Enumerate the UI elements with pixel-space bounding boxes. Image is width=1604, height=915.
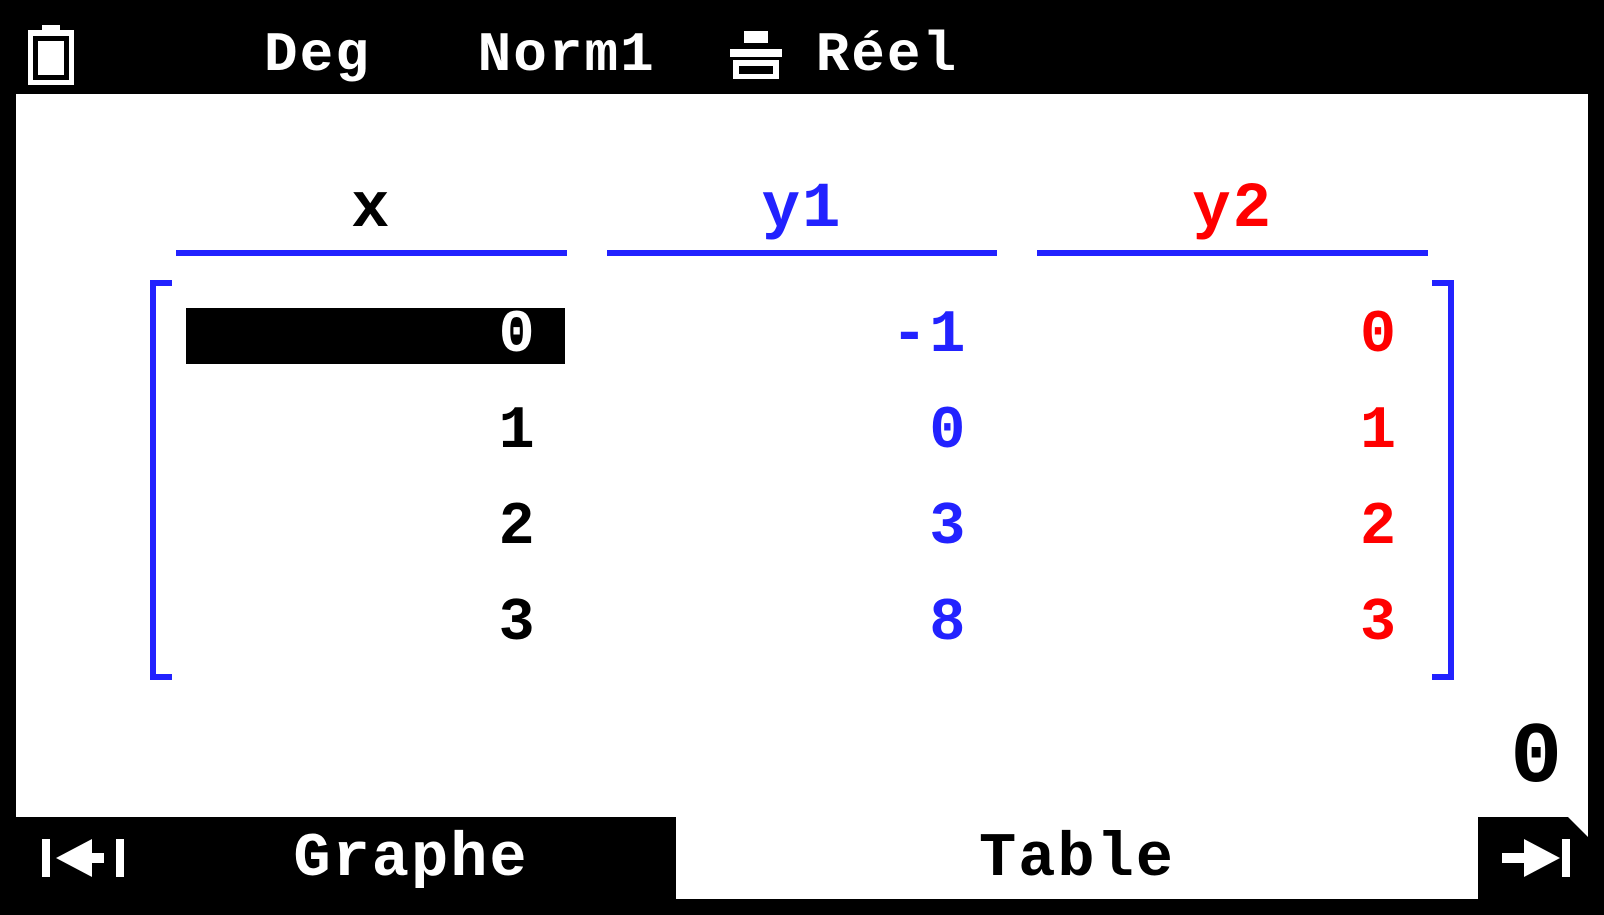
cell-y1-2[interactable]: 3 — [607, 494, 998, 562]
softkey-table-label: Table — [979, 823, 1175, 894]
bracket-left-icon — [150, 280, 172, 680]
battery-icon — [28, 25, 74, 85]
table-body: 0 -1 0 1 0 1 2 3 2 — [176, 280, 1428, 680]
status-bar: Deg Norm1 Réel — [16, 16, 1588, 94]
cell-y2-2[interactable]: 2 — [1037, 494, 1428, 562]
cell-y2-2-text: 2 — [1360, 494, 1398, 562]
cell-x-0-text: 0 — [499, 302, 537, 370]
cell-x-2[interactable]: 2 — [176, 494, 567, 562]
cell-y2-0[interactable]: 0 — [1037, 302, 1428, 370]
status-number-mode: Réel — [816, 23, 958, 87]
current-cell-value: 0 — [1510, 709, 1564, 807]
corner-cut-icon — [1568, 817, 1588, 837]
cell-y1-1-text: 0 — [929, 398, 967, 466]
cell-x-1-text: 1 — [499, 398, 537, 466]
cell-y1-2-text: 3 — [929, 494, 967, 562]
table-row: 0 -1 0 — [176, 288, 1428, 384]
table-header-row: x y1 y2 — [176, 174, 1428, 256]
cell-y2-3[interactable]: 3 — [1037, 590, 1428, 658]
cell-x-1[interactable]: 1 — [176, 398, 567, 466]
screen-frame: Deg Norm1 Réel x y1 y2 — [0, 0, 1604, 915]
cell-x-0[interactable]: 0 — [176, 302, 567, 370]
status-angle-mode: Deg Norm1 — [264, 23, 656, 87]
cell-x-3[interactable]: 3 — [176, 590, 567, 658]
screen: Deg Norm1 Réel x y1 y2 — [16, 16, 1588, 899]
cell-x-2-text: 2 — [499, 494, 537, 562]
column-header-y1[interactable]: y1 — [607, 174, 998, 256]
status-angle-mode-text: Deg — [264, 23, 371, 87]
softkey-next-page[interactable] — [1478, 817, 1588, 899]
cell-y1-0[interactable]: -1 — [607, 302, 998, 370]
softkey-graphe-label: Graphe — [293, 823, 528, 894]
column-header-y2[interactable]: y2 — [1037, 174, 1428, 256]
cell-y2-3-text: 3 — [1360, 590, 1398, 658]
function-table: x y1 y2 0 -1 0 — [176, 174, 1428, 680]
softkey-bar: Graphe Table — [16, 817, 1588, 899]
softkey-graphe[interactable]: Graphe — [146, 817, 676, 899]
cell-y1-3-text: 8 — [929, 590, 967, 658]
main-area: x y1 y2 0 -1 0 — [16, 94, 1588, 899]
table-row: 3 8 3 — [176, 576, 1428, 672]
cell-y2-1-text: 1 — [1360, 398, 1398, 466]
cell-y1-3[interactable]: 8 — [607, 590, 998, 658]
cell-y2-0-text: 0 — [1360, 302, 1398, 370]
cell-y1-1[interactable]: 0 — [607, 398, 998, 466]
table-row: 2 3 2 — [176, 480, 1428, 576]
table-row: 1 0 1 — [176, 384, 1428, 480]
softkey-prev-page[interactable] — [16, 817, 146, 899]
column-header-x[interactable]: x — [176, 174, 567, 256]
cell-x-3-text: 3 — [499, 590, 537, 658]
softkey-table[interactable]: Table — [676, 817, 1478, 899]
bracket-right-icon — [1432, 280, 1454, 680]
fraction-mode-icon — [726, 30, 786, 80]
status-display-mode-text: Norm1 — [478, 23, 656, 87]
cell-y1-0-text: -1 — [891, 302, 967, 370]
cell-y2-1[interactable]: 1 — [1037, 398, 1428, 466]
